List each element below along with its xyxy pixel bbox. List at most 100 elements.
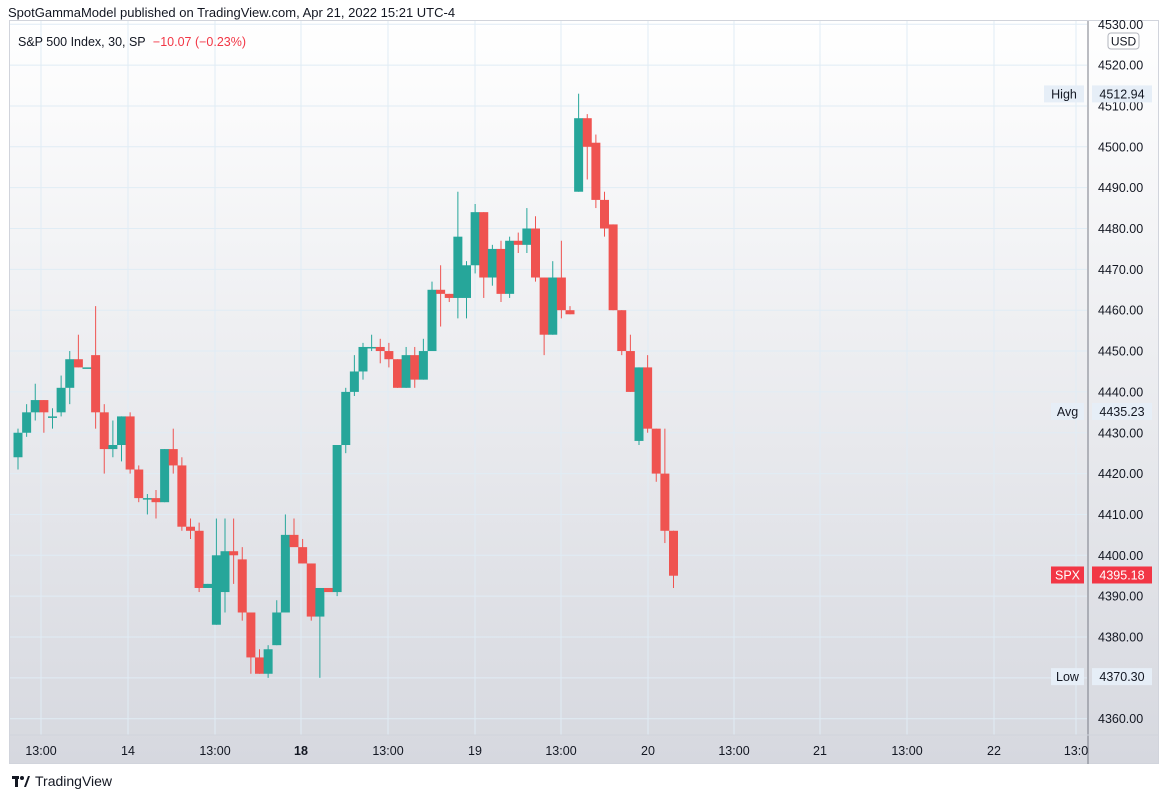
x-tick-label: 13:00 xyxy=(372,744,403,758)
marker-tag-avg xyxy=(1051,402,1084,420)
candle-body xyxy=(324,587,333,593)
candle-body xyxy=(229,551,239,556)
y-tick-label: 4500.00 xyxy=(1098,140,1143,154)
x-tick-label: 20 xyxy=(641,744,655,758)
gridlines xyxy=(10,21,1087,735)
candle-body xyxy=(660,473,670,531)
candle-body xyxy=(505,240,515,294)
candle-body xyxy=(444,293,454,298)
candle-body xyxy=(608,224,618,311)
marker-value-box xyxy=(1092,402,1152,420)
y-tick-label: 4450.00 xyxy=(1098,345,1143,359)
candle-body xyxy=(82,367,92,369)
candle-body xyxy=(151,498,161,503)
candle-body xyxy=(591,142,601,200)
candle-body xyxy=(410,355,420,380)
axes: 4360.004370.004380.004390.004400.004410.… xyxy=(10,18,1158,764)
candle-body xyxy=(427,289,437,352)
change-label: −10.07 (−0.23%) xyxy=(152,35,247,49)
candle-body xyxy=(186,526,195,531)
y-tick-label: 4460.00 xyxy=(1098,304,1143,318)
y-tick-label: 4360.00 xyxy=(1098,712,1143,726)
candle-body xyxy=(272,612,282,646)
candle-body xyxy=(479,212,489,278)
tradingview-brand: TradingView xyxy=(35,773,113,789)
x-tick-label: 13:00 xyxy=(25,744,56,758)
candle-body xyxy=(332,445,342,593)
candle-body xyxy=(462,265,471,298)
candle-body xyxy=(73,359,83,368)
marker-label: High xyxy=(1051,87,1077,101)
candle-body xyxy=(56,387,66,413)
y-tick-label: 4510.00 xyxy=(1098,99,1143,113)
y-tick-label: 4440.00 xyxy=(1098,385,1143,399)
y-tick-label: 4420.00 xyxy=(1098,467,1143,481)
candle-body xyxy=(177,465,187,527)
y-tick-label: 4520.00 xyxy=(1098,59,1143,73)
candle-body xyxy=(634,367,644,441)
candle-body xyxy=(99,412,109,450)
candle-body xyxy=(522,228,532,245)
candle-body xyxy=(280,534,290,613)
candle-body xyxy=(134,469,144,499)
candle-body xyxy=(556,277,566,311)
x-tick-label: 21 xyxy=(813,744,827,758)
candle-body xyxy=(651,428,661,474)
y-tick-label: 4380.00 xyxy=(1098,631,1143,645)
candle-body xyxy=(30,400,40,413)
y-tick-label: 4410.00 xyxy=(1098,508,1143,522)
x-tick-label: 13:00 xyxy=(718,744,749,758)
candle-body xyxy=(453,236,463,298)
candle-body xyxy=(39,400,49,413)
y-tick-label: 4390.00 xyxy=(1098,590,1143,604)
marker-value: 4395.18 xyxy=(1099,568,1144,582)
y-tick-label: 4530.00 xyxy=(1098,18,1143,32)
x-tick-label: 13:0 xyxy=(1064,744,1088,758)
candle-body xyxy=(203,583,213,588)
marker-tag-low xyxy=(1051,668,1084,686)
marker-label: Avg xyxy=(1057,405,1078,419)
candle-body xyxy=(384,351,394,360)
candle-body xyxy=(142,498,152,500)
candle-body xyxy=(13,432,23,458)
symbol-label: S&P 500 Index, 30, SP xyxy=(18,35,146,49)
marker-tag-high xyxy=(1044,85,1084,103)
marker-value-box xyxy=(1092,668,1152,686)
candle-body xyxy=(401,355,411,388)
tradingview-footer[interactable]: TradingView xyxy=(12,773,112,789)
marker-value: 4512.94 xyxy=(1099,87,1144,101)
candle-body xyxy=(367,346,377,349)
y-tick-label: 4400.00 xyxy=(1098,549,1143,563)
candle-body xyxy=(393,359,402,388)
y-tick-label: 4490.00 xyxy=(1098,181,1143,195)
candle-body xyxy=(65,359,75,388)
candle-body xyxy=(531,228,540,278)
candle-body xyxy=(643,367,653,429)
marker-value-box xyxy=(1092,85,1152,103)
y-tick-label: 4470.00 xyxy=(1098,263,1143,277)
candle-body xyxy=(246,612,256,658)
candle-body xyxy=(375,346,385,352)
marker-label: SPX xyxy=(1055,568,1081,582)
y-tick-label: 4430.00 xyxy=(1098,426,1143,440)
candle-body xyxy=(108,445,118,450)
tradingview-logo-icon xyxy=(12,775,30,787)
candle-body xyxy=(194,530,204,588)
candle-body xyxy=(539,277,549,335)
candle-body xyxy=(160,449,170,503)
candle-body xyxy=(470,212,480,266)
marker-label: Low xyxy=(1056,670,1080,684)
candle-body xyxy=(669,530,678,576)
candle-body xyxy=(513,240,523,245)
publisher-caption: SpotGammaModel published on TradingView.… xyxy=(8,5,456,20)
x-tick-label: 13:00 xyxy=(891,744,922,758)
y-tick-label: 4480.00 xyxy=(1098,222,1143,236)
candle-body xyxy=(341,391,351,446)
candle-body xyxy=(617,310,627,352)
candle-body xyxy=(418,351,428,380)
candle-body xyxy=(255,657,264,674)
marker-value: 4370.30 xyxy=(1099,670,1144,684)
x-tick-label: 13:00 xyxy=(199,744,230,758)
candle-body xyxy=(298,547,308,564)
